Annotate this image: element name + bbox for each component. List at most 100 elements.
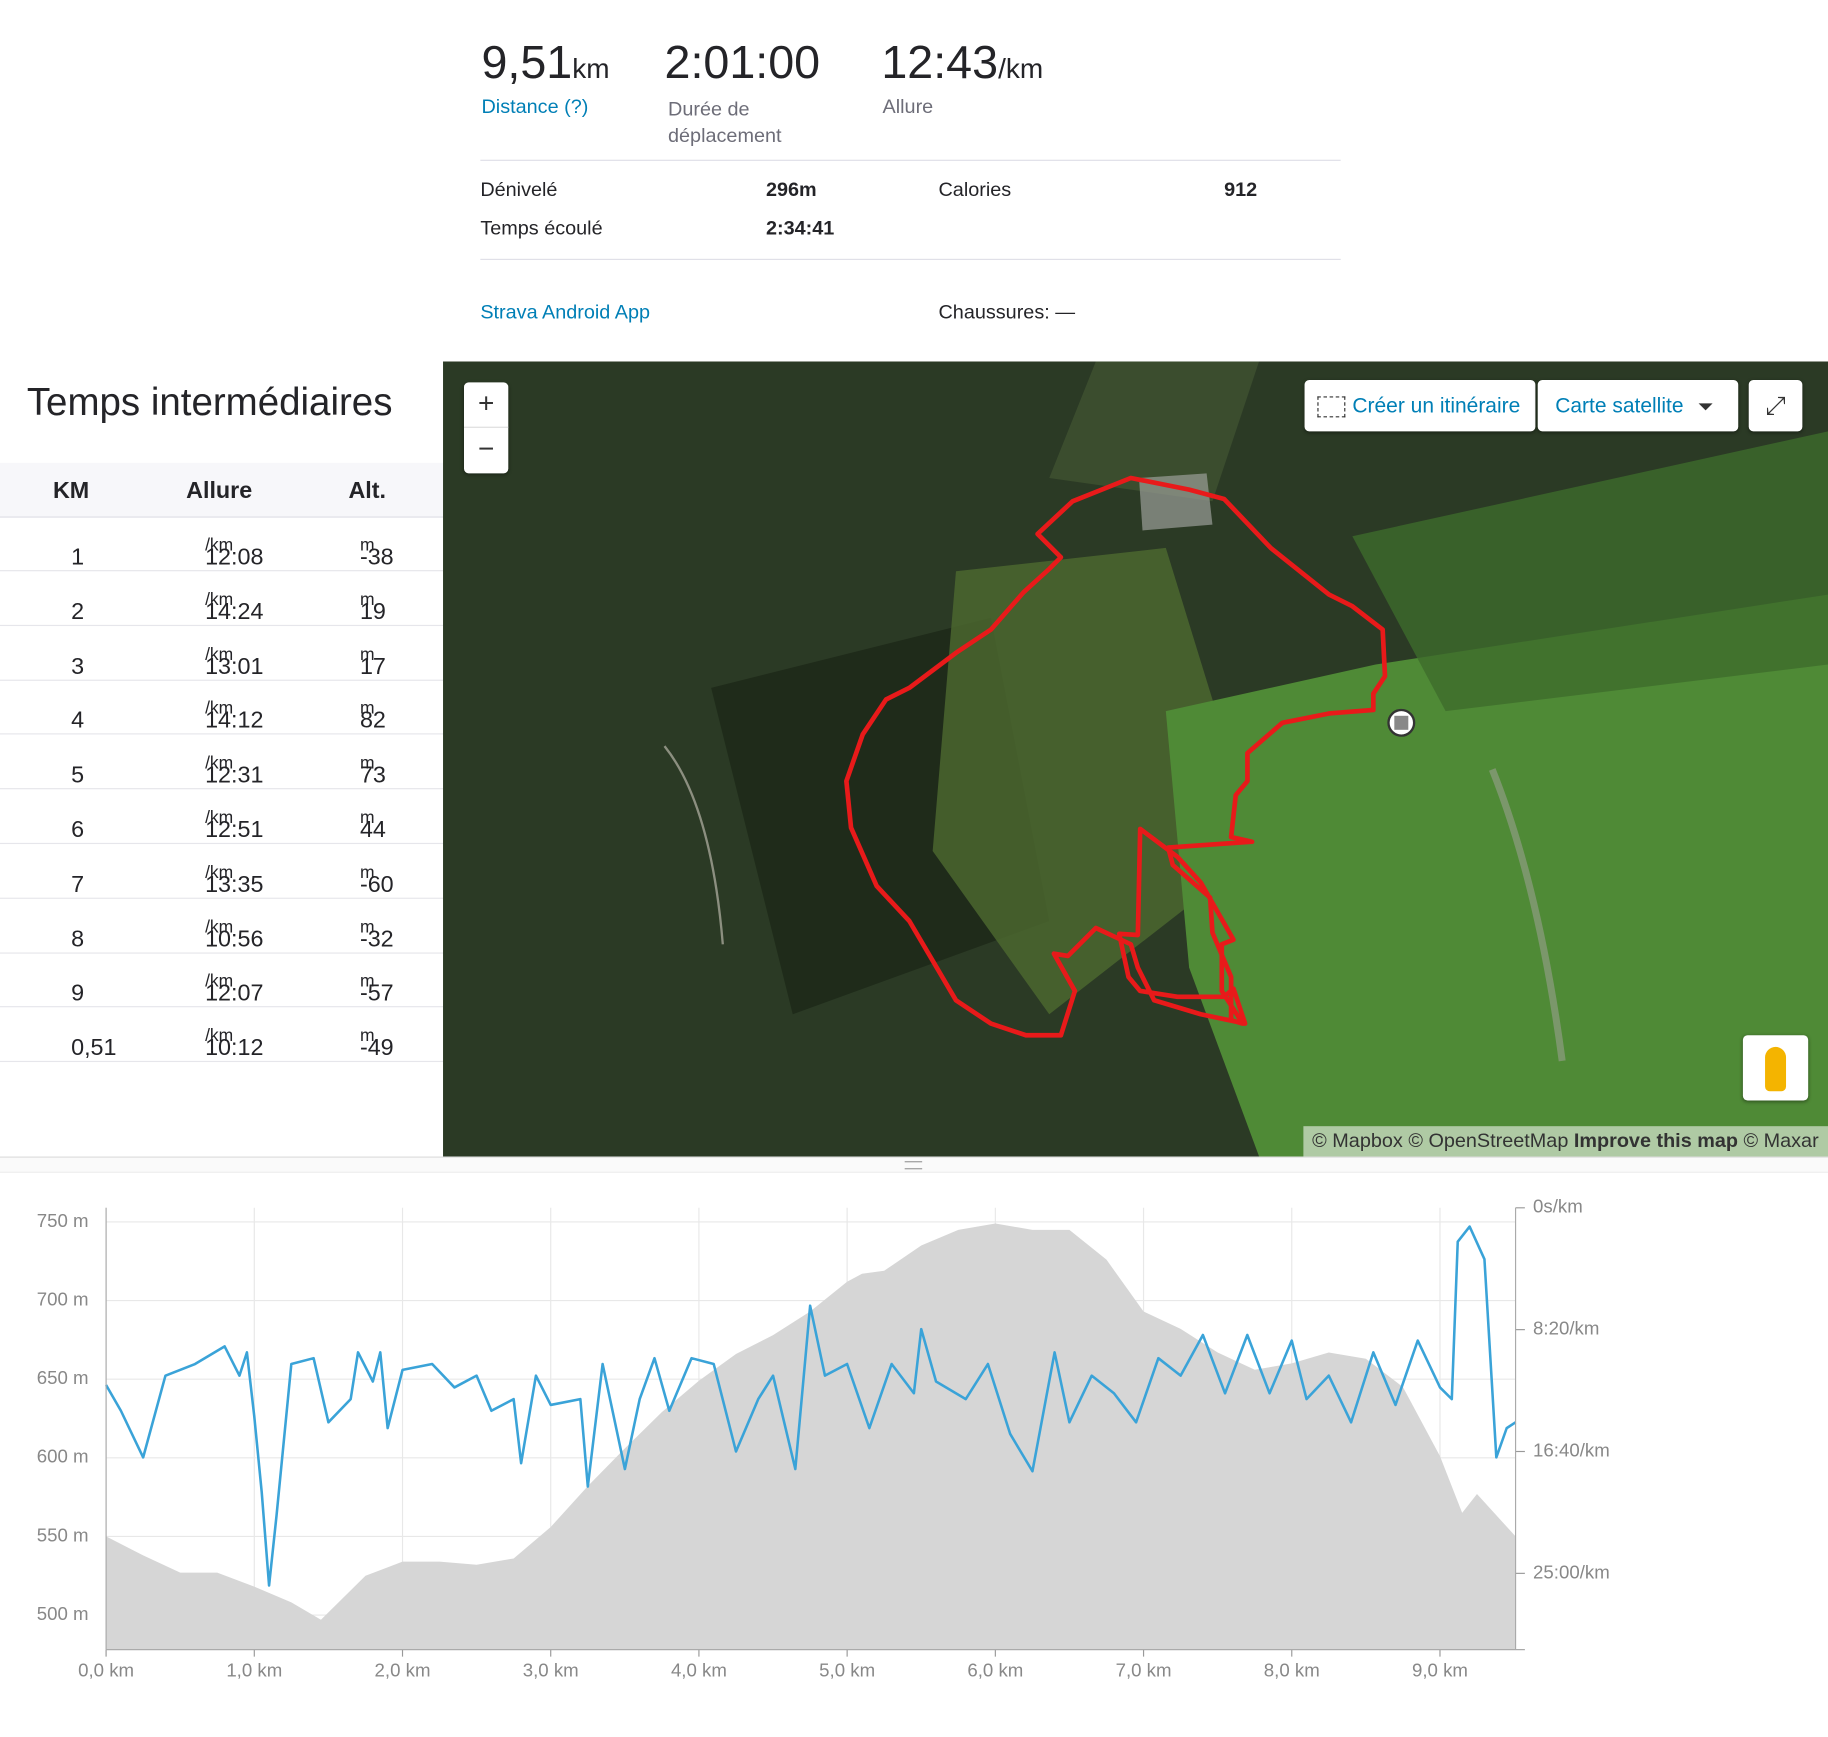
split-pace: 10:56 (205, 926, 264, 953)
split-cell: 82 m (298, 694, 436, 734)
split-pace: 13:35 (205, 871, 264, 898)
split-row: 5 12:31/km 73 m (0, 735, 444, 790)
elevation-area (106, 1223, 1516, 1650)
split-pace: 13:01 (205, 653, 264, 680)
split-km: 8 (71, 926, 85, 953)
split-alt-unit: m (359, 535, 375, 555)
split-pace: 14:24 (205, 598, 264, 625)
split-row: 0,51 10:12/km -49 m (0, 1007, 444, 1063)
x-tick-label: 1,0 km (226, 1660, 282, 1681)
split-cell: 12:51/km (140, 803, 299, 843)
elevation-value: 296m (765, 178, 817, 201)
y-tick-label: 700 m (37, 1288, 89, 1309)
split-km: 0,51 (71, 1035, 117, 1062)
split-pace-unit: /km (205, 971, 234, 992)
handle-grip (904, 1161, 923, 1170)
split-alt-unit: m (359, 1026, 375, 1046)
splits-panel: Temps intermédiaires KM Allure Alt. 1 12:… (0, 361, 444, 1157)
duration-label: Durée de déplacement (668, 97, 782, 147)
route-icon (1317, 396, 1346, 418)
x-tick-label: 9,0 km (1412, 1660, 1468, 1681)
x-tick-label: 3,0 km (523, 1660, 579, 1681)
split-cell: 12:07/km (140, 967, 299, 1007)
pace-unit: /km (998, 53, 1044, 86)
x-tick-label: 5,0 km (819, 1660, 875, 1681)
split-alt: 17 (359, 653, 386, 680)
split-row: 9 12:07/km -57 m (0, 953, 444, 1008)
attribution-maxar[interactable]: © Maxar (1743, 1129, 1819, 1152)
split-pace-unit: /km (205, 807, 234, 828)
pace: 12:43/km (881, 37, 1043, 89)
split-km: 2 (71, 598, 85, 625)
fullscreen-button[interactable]: ⤢ (1748, 380, 1803, 432)
zoom-out[interactable]: − (463, 426, 509, 472)
split-km: 4 (71, 708, 85, 734)
map-imagery (443, 361, 1828, 1157)
zoom-in[interactable]: + (477, 388, 495, 420)
split-cell: 17 m (298, 640, 436, 679)
y-tick-label: 550 m (37, 1524, 89, 1545)
split-cell: 19 m (298, 585, 436, 625)
y2-tick-label: 0s/km (1533, 1196, 1583, 1217)
split-cell: 13:35/km (140, 858, 299, 897)
distance-unit: km (572, 53, 610, 86)
x-tick-label: 2,0 km (375, 1660, 431, 1681)
split-cell: -60 m (298, 858, 436, 897)
x-tick-label: 6,0 km (967, 1660, 1023, 1681)
divider (480, 258, 1341, 260)
device-link[interactable]: Strava Android App (480, 300, 650, 323)
split-alt-unit: m (359, 753, 375, 774)
attribution-osm[interactable]: © OpenStreetMap (1408, 1129, 1569, 1152)
split-alt: -60 (359, 871, 394, 898)
split-row: 6 12:51/km 44 m (0, 789, 444, 845)
header-km: KM (52, 477, 90, 504)
attribution-mapbox[interactable]: © Mapbox (1312, 1129, 1403, 1152)
duration-value: 2:01:00 (664, 37, 821, 89)
split-row: 3 13:01/km 17 m (0, 626, 444, 681)
split-cell: 44 m (298, 803, 436, 843)
map[interactable]: + − Créer un itinéraire Carte satellite … (443, 361, 1828, 1157)
split-alt: -57 (359, 980, 394, 1007)
splits-header: KM Allure Alt. (0, 462, 444, 518)
create-route-button[interactable]: Créer un itinéraire (1304, 380, 1536, 432)
distance-help[interactable]: Distance (?) (481, 95, 589, 118)
divider (480, 159, 1341, 161)
split-row: 1 12:08/km -38 m (0, 516, 444, 572)
map-layer-label: Carte satellite (1555, 394, 1684, 418)
y-tick-label: 750 m (37, 1210, 89, 1231)
split-pace-unit: /km (205, 862, 234, 883)
map-layer-dropdown[interactable]: Carte satellite (1537, 380, 1739, 432)
calories-label: Calories (938, 178, 1012, 201)
split-km: 7 (71, 871, 85, 898)
split-row: 2 14:24/km 19 m (0, 571, 444, 626)
split-cell: -38 m (298, 530, 436, 570)
x-tick-label: 0,0 km (78, 1660, 134, 1681)
y2-tick-label: 25:00/km (1533, 1561, 1610, 1582)
resize-handle[interactable] (0, 1156, 1828, 1173)
split-alt: -32 (359, 926, 394, 953)
elevation-label: Dénivelé (480, 178, 558, 201)
street-view-pegman[interactable] (1742, 1035, 1809, 1101)
split-pace-unit: /km (205, 535, 234, 555)
split-cell: -49 m (298, 1021, 436, 1061)
y-tick-label: 500 m (37, 1603, 89, 1624)
shoes: Chaussures: — (938, 300, 1076, 323)
attribution: © Mapbox © OpenStreetMap Improve this ma… (1302, 1126, 1828, 1157)
split-row: 8 10:56/km -32 m (0, 898, 444, 954)
attribution-improve[interactable]: Improve this map (1573, 1129, 1738, 1152)
distance: 9,51km (481, 37, 609, 89)
split-alt-unit: m (359, 917, 375, 937)
split-alt-unit: m (359, 807, 375, 828)
split-cell: 13:01/km (140, 640, 299, 679)
split-km: 3 (71, 653, 85, 680)
split-cell: -32 m (298, 912, 436, 952)
split-km: 1 (71, 544, 85, 571)
split-pace: 14:12 (205, 708, 264, 734)
split-alt: 73 (359, 762, 386, 789)
pace-value: 12:43 (881, 37, 999, 89)
elevation-pace-chart: 500 m 550 m 600 m 650 m 700 m 750 m 0,0 km 1,0 … (37, 1196, 1610, 1681)
split-pace: 12:51 (205, 817, 264, 843)
y2-tick-label: 16:40/km (1533, 1439, 1610, 1460)
split-alt-unit: m (359, 644, 375, 665)
